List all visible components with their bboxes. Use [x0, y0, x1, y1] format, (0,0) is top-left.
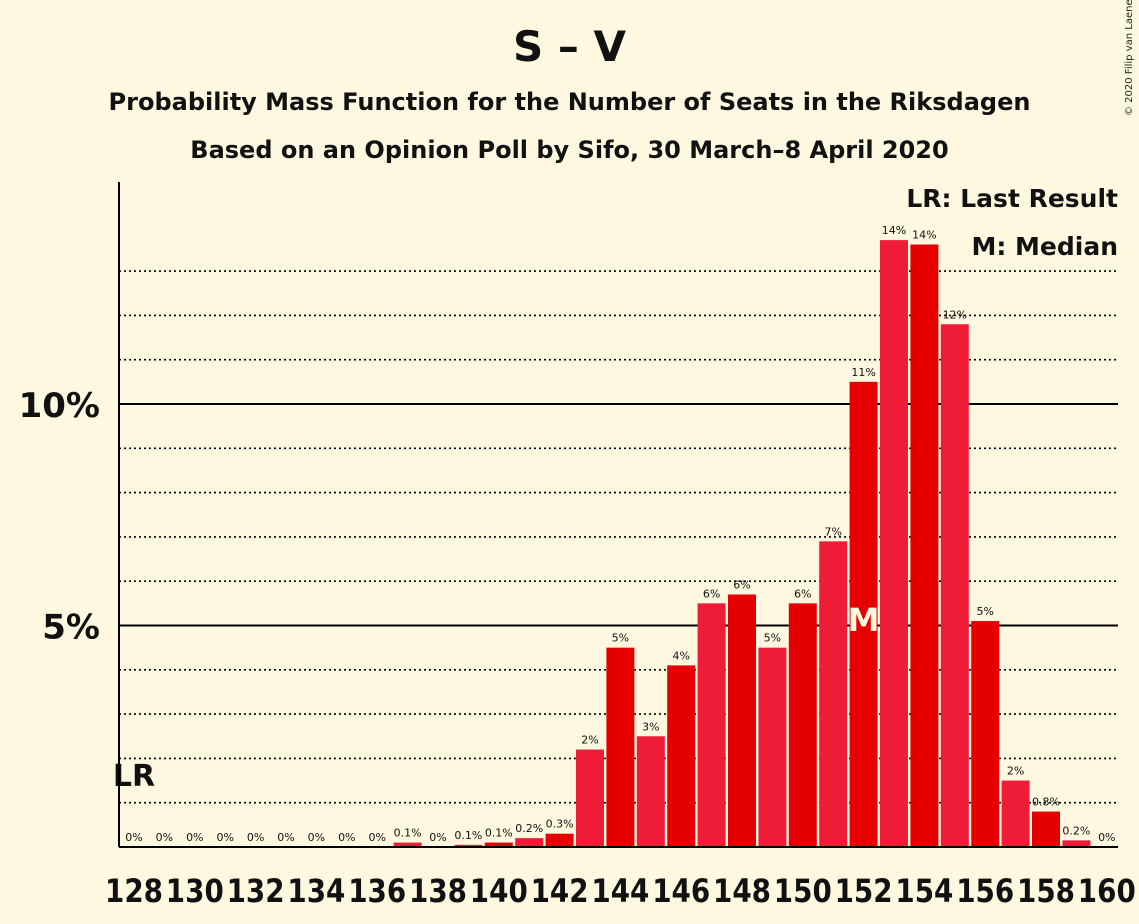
bar-seat-147 — [697, 603, 726, 847]
legend-last-result: LR: Last Result — [906, 184, 1118, 213]
bar-seat-140 — [484, 842, 513, 847]
bar-seat-155 — [940, 324, 969, 847]
data-label: 0% — [429, 831, 446, 844]
x-tick-label: 136 — [348, 872, 406, 910]
x-tick-label: 160 — [1078, 872, 1136, 910]
bar-seat-158 — [1032, 811, 1060, 847]
x-tick-label: 148 — [713, 872, 771, 910]
bar-seat-154 — [910, 244, 939, 847]
data-label: 6% — [703, 587, 720, 600]
bar-seat-148 — [728, 594, 756, 847]
data-label: 0.2% — [515, 822, 543, 835]
data-label: 0% — [186, 831, 203, 844]
data-label: 2% — [1007, 765, 1024, 778]
bar-seat-153 — [880, 240, 908, 848]
data-label: 0.1% — [454, 829, 482, 842]
data-label: 0.1% — [394, 827, 422, 840]
data-label: 14% — [882, 224, 906, 237]
chart-title: S – V — [513, 22, 626, 71]
data-label: 0% — [308, 831, 325, 844]
x-tick-label: 158 — [1017, 872, 1075, 910]
bar-seat-141 — [515, 838, 544, 847]
data-label: 0% — [1098, 831, 1115, 844]
x-tick-label: 132 — [227, 872, 285, 910]
data-label: 7% — [824, 525, 841, 538]
x-tick-label: 140 — [470, 872, 528, 910]
data-label: 0.2% — [1062, 824, 1090, 837]
data-label: 0.3% — [546, 818, 574, 831]
data-label: 0.8% — [1032, 796, 1060, 809]
bar-seat-144 — [606, 647, 635, 847]
data-label: 0% — [368, 831, 385, 844]
data-label: 0% — [338, 831, 355, 844]
x-tick-label: 134 — [287, 872, 345, 910]
bar-seat-152 — [849, 381, 878, 847]
axes-group: 5%10%128 130 132 134 136 138 140 142 144 146 148 15… — [19, 182, 1136, 910]
x-tick-label: 142 — [531, 872, 589, 910]
data-label: 4% — [672, 649, 689, 662]
median-marker: M — [848, 601, 880, 639]
data-label: 0% — [156, 831, 173, 844]
bar-seat-139 — [454, 844, 483, 847]
x-tick-label: 138 — [409, 872, 467, 910]
legend-median: M: Median — [971, 232, 1118, 261]
data-label: 6% — [733, 578, 750, 591]
data-label: 0.1% — [485, 827, 513, 840]
bar-seat-149 — [758, 647, 787, 847]
bar-seat-156 — [971, 621, 1000, 847]
x-tick-label: 144 — [591, 872, 649, 910]
x-tick-label: 154 — [895, 872, 953, 910]
bar-seat-157 — [1001, 780, 1030, 847]
y-tick-label: 5% — [42, 608, 100, 648]
bar-seat-143 — [576, 749, 604, 847]
bar-seat-159 — [1062, 840, 1091, 847]
data-labels-group: 0%LR0% 0% 0% 0% 0% 0% 0% 0% 0.1% 0% 0.1% 0.1% 0.2% 0.… — [113, 224, 1116, 844]
data-label: 0% — [125, 831, 142, 844]
x-tick-label: 130 — [166, 872, 224, 910]
data-label: 0% — [247, 831, 264, 844]
x-tick-label: 146 — [652, 872, 710, 910]
data-label: 2% — [581, 734, 598, 747]
bar-seat-146 — [667, 665, 696, 847]
bar-seat-145 — [636, 736, 665, 847]
bar-seat-151 — [819, 541, 848, 847]
chart-subtitle-poll: Based on an Opinion Poll by Sifo, 30 Mar… — [190, 136, 949, 164]
data-label: 11% — [851, 366, 875, 379]
x-tick-label: 150 — [774, 872, 832, 910]
data-label: 12% — [943, 308, 967, 321]
bar-seat-150 — [788, 603, 817, 847]
data-label: 6% — [794, 587, 811, 600]
x-tick-label: 152 — [835, 872, 893, 910]
x-tick-label: 156 — [956, 872, 1014, 910]
bar-seat-137 — [393, 842, 422, 847]
data-label: 0% — [216, 831, 233, 844]
chart-subtitle: Probability Mass Function for the Number… — [108, 88, 1031, 116]
data-label: 0% — [277, 831, 294, 844]
x-tick-label: 128 — [105, 872, 163, 910]
data-label: 5% — [976, 605, 993, 618]
data-label: 5% — [764, 632, 781, 645]
data-label: 3% — [642, 720, 659, 733]
bar-seat-142 — [545, 833, 574, 847]
data-label: 14% — [912, 229, 936, 242]
y-tick-label: 10% — [19, 386, 100, 426]
bars-group — [393, 240, 1091, 848]
data-label: 5% — [612, 632, 629, 645]
